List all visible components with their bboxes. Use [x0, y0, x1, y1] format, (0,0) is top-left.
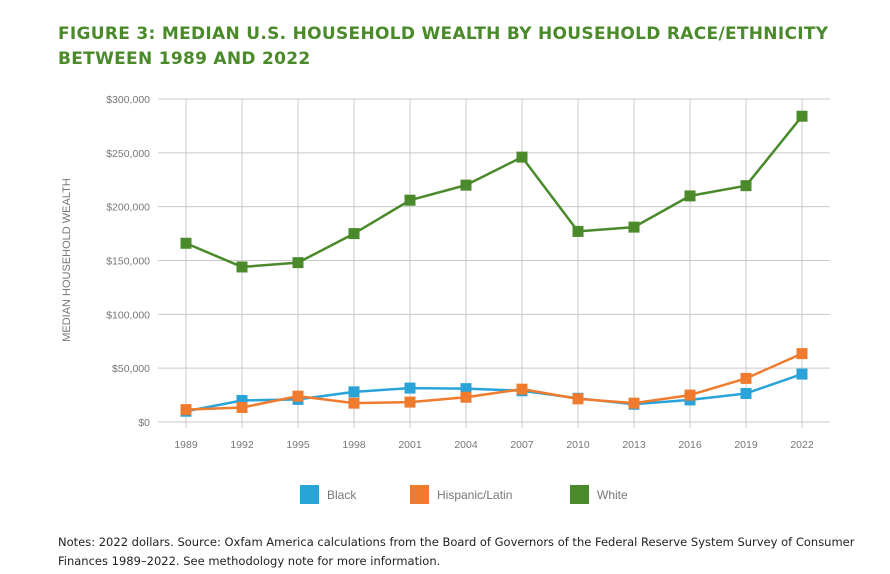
- legend: Black Hispanic/Latin White: [300, 485, 628, 504]
- series-line-black: [185, 372, 803, 413]
- data-point-white: [180, 237, 192, 249]
- data-point-white: [572, 225, 584, 237]
- x-tick-label: 1989: [174, 439, 198, 451]
- data-point-hispanic-latin: [236, 401, 248, 413]
- data-point-white: [348, 228, 360, 240]
- y-tick-label: $100,000: [106, 309, 150, 321]
- data-point-hispanic-latin: [740, 372, 752, 384]
- data-point-hispanic-latin: [460, 391, 472, 403]
- y-tick-label: $200,000: [106, 202, 150, 214]
- x-tick-label: 1995: [286, 439, 310, 451]
- data-point-white: [684, 190, 696, 202]
- y-axis-label: MEDIAN HOUSEHOLD WEALTH: [61, 178, 73, 342]
- data-point-hispanic-latin: [684, 389, 696, 401]
- data-point-black: [740, 387, 752, 399]
- data-point-white: [628, 221, 640, 233]
- legend-item-black: Black: [300, 485, 357, 504]
- data-point-white: [236, 261, 248, 273]
- series-markers: [180, 110, 808, 417]
- data-point-hispanic-latin: [292, 390, 304, 402]
- data-point-hispanic-latin: [796, 348, 808, 360]
- x-tick-label: 2004: [454, 439, 478, 451]
- data-point-white: [516, 151, 528, 163]
- x-axis-tick-labels: 1989 1992 1995 1998 2001 2004 2007 2010 2013 2016…: [174, 439, 814, 451]
- x-tick-label: 2010: [566, 439, 590, 451]
- x-tick-label: 2022: [790, 439, 814, 451]
- data-point-hispanic-latin: [404, 396, 416, 408]
- data-point-hispanic-latin: [628, 397, 640, 409]
- data-point-white: [740, 180, 752, 192]
- series-line-hispanic-latin: [185, 352, 803, 411]
- x-tick-label: 2007: [510, 439, 534, 451]
- x-tick-label: 2016: [678, 439, 702, 451]
- legend-label-hispanic-latin: Hispanic/Latin: [437, 488, 512, 502]
- series-lines: [185, 115, 803, 413]
- y-tick-label: $0: [138, 417, 150, 429]
- data-point-white: [404, 194, 416, 206]
- x-tick-label: 2001: [398, 439, 422, 451]
- y-tick-label: $250,000: [106, 148, 150, 160]
- source-notes: Notes: 2022 dollars. Source: Oxfam Ameri…: [58, 535, 855, 568]
- data-point-white: [460, 179, 472, 191]
- x-tick-label: 2013: [622, 439, 646, 451]
- legend-label-black: Black: [327, 488, 357, 502]
- data-point-hispanic-latin: [572, 393, 584, 405]
- data-point-black: [236, 394, 248, 406]
- y-axis-tick-labels: $0 $50,000 $100,000 $150,000 $200,000 $250,00…: [106, 94, 150, 429]
- y-tick-label: $50,000: [112, 363, 150, 375]
- x-tick-label: 2019: [734, 439, 758, 451]
- legend-label-white: White: [597, 488, 628, 502]
- data-point-black: [460, 383, 472, 395]
- data-point-black: [796, 368, 808, 380]
- gridlines: [158, 98, 830, 428]
- data-point-hispanic-latin: [516, 383, 528, 395]
- data-point-hispanic-latin: [180, 404, 192, 416]
- data-point-black: [348, 386, 360, 398]
- legend-item-white: White: [570, 485, 628, 504]
- data-point-black: [404, 382, 416, 394]
- legend-swatch-white: [570, 485, 589, 504]
- legend-swatch-black: [300, 485, 319, 504]
- x-tick-label: 1992: [230, 439, 254, 451]
- x-tick-label: 1998: [342, 439, 366, 451]
- figure-title: FIGURE 3: MEDIAN U.S. HOUSEHOLD WEALTH B…: [58, 24, 829, 69]
- legend-item-hispanic-latin: Hispanic/Latin: [410, 485, 512, 504]
- series-line-white: [185, 115, 803, 269]
- data-point-white: [292, 257, 304, 269]
- data-point-hispanic-latin: [348, 397, 360, 409]
- y-tick-label: $300,000: [106, 94, 150, 106]
- legend-swatch-hispanic-latin: [410, 485, 429, 504]
- data-point-white: [796, 110, 808, 122]
- y-tick-label: $150,000: [106, 256, 150, 268]
